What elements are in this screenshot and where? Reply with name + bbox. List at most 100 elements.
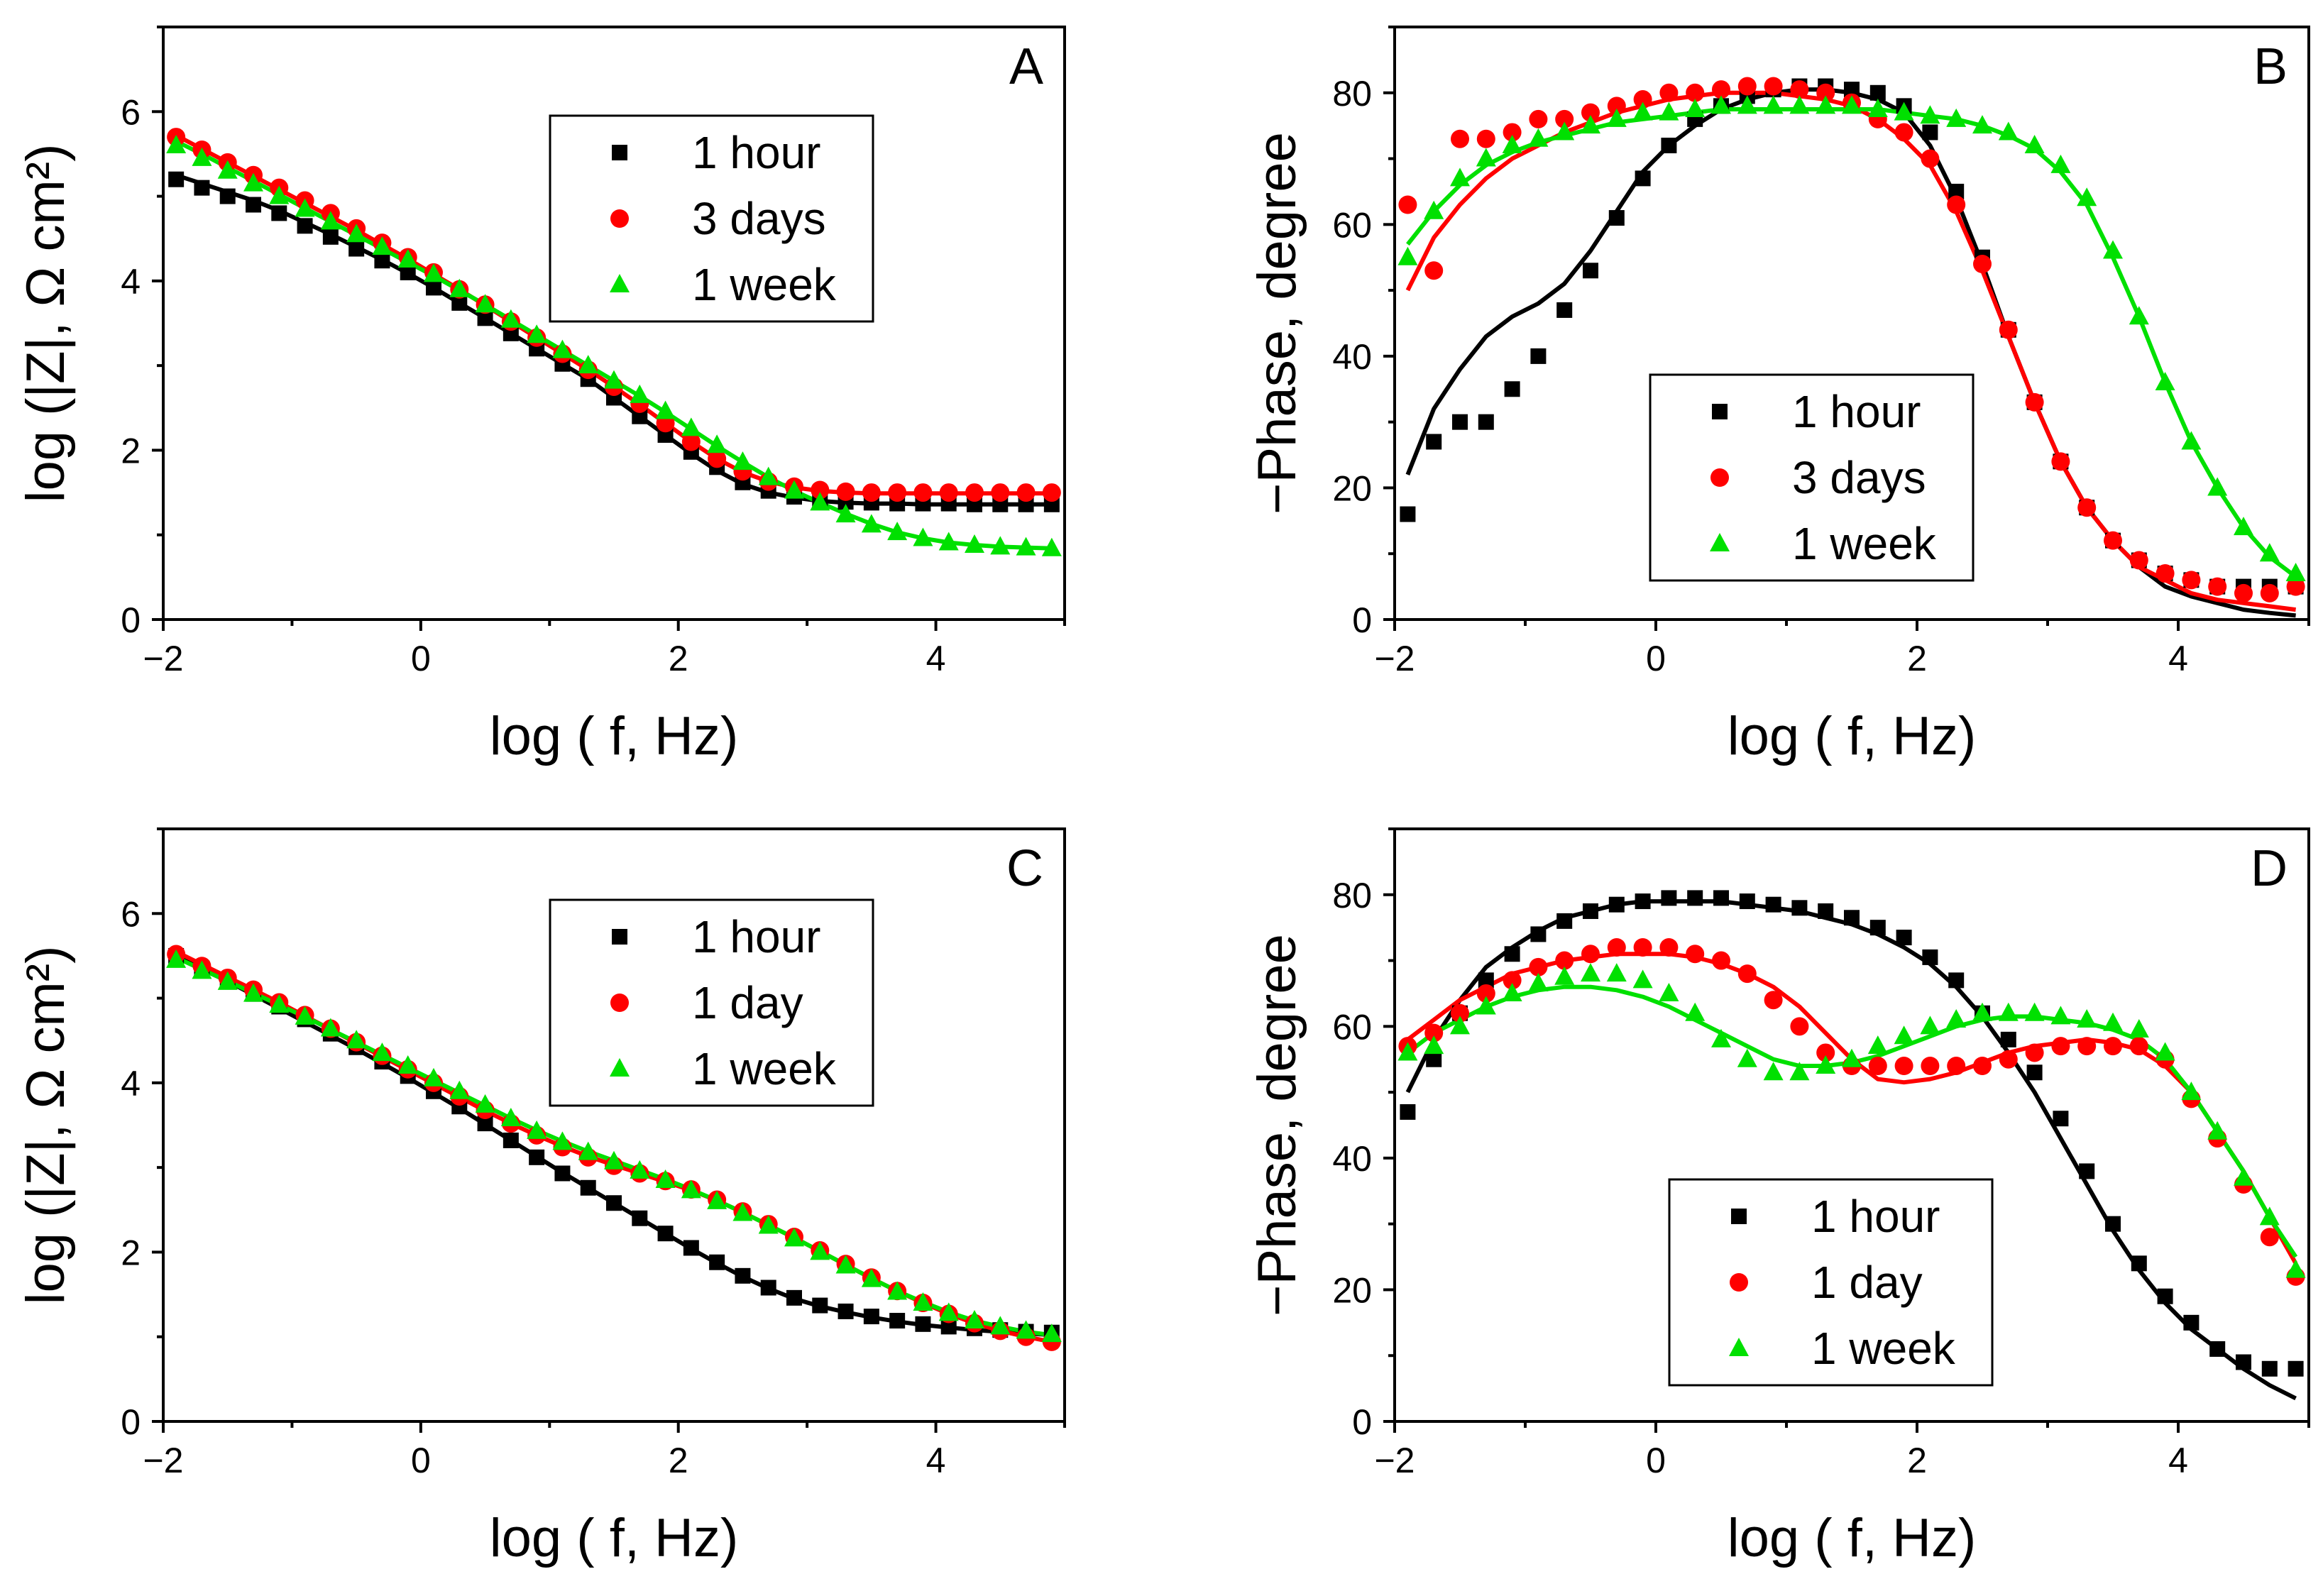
panel-c-point-s2-8 — [372, 1042, 392, 1062]
panel-b-point-s1-32 — [2234, 583, 2253, 602]
panel-a-point-s0-3 — [246, 197, 261, 213]
panel-c-point-s2-21 — [707, 1190, 727, 1209]
panel-b-point-s2-22 — [1972, 115, 1992, 134]
panel-c-point-s2-9 — [397, 1055, 418, 1074]
panel-c-point-s2-5 — [295, 1006, 315, 1025]
panel-b-point-s2-7 — [1581, 115, 1600, 134]
panel-d-point-s0-14 — [1765, 896, 1781, 913]
panel-b-point-s2-11 — [1685, 98, 1706, 117]
panel-c-point-s2-12 — [475, 1094, 495, 1113]
panel-b-series-1-markers — [1398, 77, 2305, 602]
panel-c-point-s0-21 — [709, 1254, 725, 1270]
panel-d-point-s0-13 — [1739, 893, 1755, 910]
panel-c-point-s2-28 — [887, 1281, 908, 1300]
panel-d-xtick-label: 2 — [1907, 1441, 1927, 1480]
panel-b-point-s1-5 — [1529, 109, 1548, 128]
panel-a-point-s0-7 — [348, 241, 365, 257]
panel-c-point-s0-12 — [477, 1116, 493, 1132]
panel-d-point-s0-20 — [1922, 949, 1938, 965]
panel-b-legend-label-0: 1 hour — [1792, 386, 1921, 437]
panel-c-legend-marker-0 — [612, 929, 627, 945]
panel-d-point-s1-25 — [2051, 1037, 2070, 1056]
panel-b-point-s2-18 — [1867, 98, 1888, 117]
panel-c-frame — [162, 827, 1066, 1423]
panel-b-ytick-label: 0 — [1352, 600, 1372, 640]
panel-c-point-s2-23 — [758, 1215, 779, 1234]
panel-b-point-s0-6 — [1556, 302, 1573, 318]
panel-b-point-s1-6 — [1555, 109, 1574, 128]
panel-a-point-s2-13 — [500, 309, 521, 328]
panel-d-point-s2-24 — [2024, 1002, 2045, 1021]
panel-c-point-s2-22 — [732, 1202, 753, 1221]
panel-a-point-s2-19 — [655, 400, 676, 419]
panel-c-xtick-label: 0 — [411, 1441, 431, 1480]
panel-c-point-s0-19 — [657, 1226, 674, 1242]
panel-b-legend-marker-0 — [1712, 404, 1728, 419]
panel-c-point-s2-15 — [552, 1131, 573, 1150]
panel-b-point-s2-32 — [2234, 517, 2253, 536]
panel-d-point-s2-9 — [1632, 969, 1653, 989]
panel-d-point-s2-5 — [1528, 973, 1549, 992]
panel-a-ytick-label: 6 — [121, 92, 141, 132]
panel-c-point-s2-17 — [604, 1150, 624, 1170]
panel-b-point-s1-4 — [1503, 123, 1522, 142]
panel-a-point-s2-26 — [835, 504, 856, 523]
panel-c-point-s2-6 — [320, 1018, 341, 1037]
panel-b-point-s2-31 — [2207, 477, 2228, 496]
panel-b-xtick-label: −2 — [1374, 639, 1415, 678]
panel-d-point-s0-10 — [1661, 890, 1677, 906]
panel-b-point-s1-16 — [1816, 83, 1835, 102]
panel-b-point-s0-10 — [1661, 138, 1677, 153]
panel-a-xtick-label: 2 — [669, 639, 688, 678]
panel-b-point-s1-19 — [1894, 123, 1913, 142]
panel-d-xtick-label: −2 — [1374, 1441, 1415, 1480]
panel-d-point-s2-14 — [1763, 1062, 1784, 1081]
panel-b-point-s2-12 — [1711, 95, 1731, 114]
panel-c-point-s2-3 — [243, 983, 263, 1002]
panel-b-point-s2-1 — [1424, 200, 1444, 219]
panel-d-point-s2-3 — [1476, 996, 1496, 1015]
panel-a-point-s0-4 — [271, 205, 287, 221]
panel-a-point-s1-32 — [991, 483, 1010, 502]
panel-d-ytick-label: 0 — [1352, 1402, 1372, 1442]
panel-d-point-s2-6 — [1554, 966, 1575, 985]
panel-b-xtick-label: 4 — [2168, 639, 2188, 678]
panel-c-point-s2-10 — [424, 1067, 444, 1086]
panel-d-point-s1-14 — [1764, 991, 1783, 1010]
panel-d-point-s1-22 — [1973, 1057, 1992, 1075]
panel-c-point-s2-20 — [681, 1179, 701, 1199]
panel-d-point-s0-6 — [1556, 913, 1573, 929]
panel-d-point-s2-33 — [2259, 1206, 2280, 1226]
panel-b-point-s2-8 — [1606, 108, 1627, 127]
panel-d-point-s1-18 — [1868, 1057, 1887, 1075]
panel-d-point-s1-28 — [2129, 1037, 2148, 1056]
panel-a-point-s2-20 — [681, 417, 701, 436]
panel-c-legend-label-0: 1 hour — [692, 911, 820, 962]
panel-b-point-s2-17 — [1842, 95, 1862, 114]
panel-c-point-s0-28 — [889, 1313, 906, 1329]
panel-c-point-s0-18 — [632, 1210, 648, 1226]
panel-d-point-s0-17 — [1844, 910, 1860, 926]
panel-d-ytick-label: 80 — [1332, 876, 1372, 915]
panel-d-point-s2-31 — [2207, 1121, 2228, 1140]
panel-b-ytick-label: 20 — [1332, 468, 1372, 508]
panel-b-y-axis-title: −Phase, degree — [1247, 132, 1307, 514]
panel-b-point-s1-25 — [2051, 452, 2070, 471]
panel-d-point-s1-11 — [1686, 945, 1705, 964]
panel-c-point-s2-7 — [346, 1030, 367, 1049]
panel-a-ytick-label: 4 — [121, 262, 141, 302]
panel-a-point-s1-31 — [965, 483, 984, 502]
panel-b-point-s2-34 — [2285, 563, 2306, 582]
panel-b-point-s1-13 — [1737, 77, 1757, 96]
panel-d-point-s0-26 — [2079, 1163, 2095, 1179]
panel-a-point-s2-7 — [346, 224, 367, 243]
panel-a-point-s2-29 — [913, 527, 933, 546]
panel-d-point-s2-34 — [2285, 1259, 2306, 1278]
panel-a-frame — [162, 26, 1066, 621]
panel-c-point-s2-0 — [166, 949, 187, 968]
panel-d-point-s0-5 — [1530, 926, 1547, 942]
panel-b-point-s1-20 — [1921, 149, 1940, 168]
panel-d-point-s1-6 — [1555, 951, 1574, 970]
